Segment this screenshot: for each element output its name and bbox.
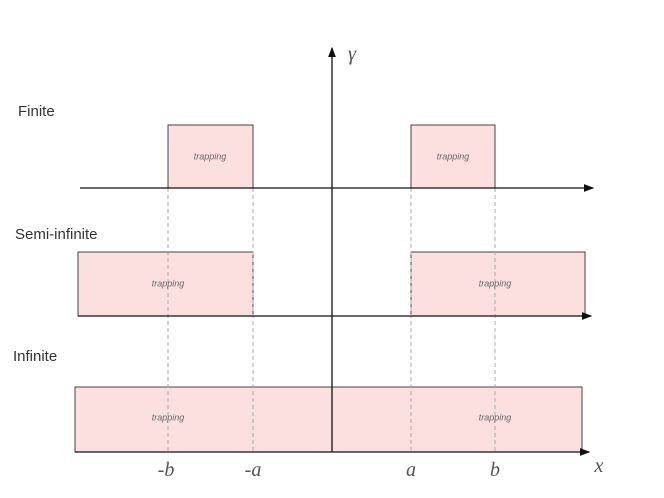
axes	[75, 46, 595, 456]
box-label: trapping	[194, 151, 227, 161]
tick-label: -a	[245, 459, 262, 481]
trap-box	[74, 386, 333, 453]
box-label: trapping	[479, 278, 512, 288]
box-label: trapping	[152, 278, 185, 288]
tick-label: b	[490, 459, 500, 481]
trap-box	[410, 251, 586, 317]
box-label: trapping	[437, 151, 470, 161]
trap-box	[77, 251, 254, 317]
box-label: trapping	[152, 412, 185, 422]
x-axis-label: x	[594, 455, 604, 477]
tick-label: a	[406, 459, 416, 481]
boxes	[74, 124, 586, 453]
row-label: Infinite	[13, 348, 57, 365]
row-label: Finite	[18, 103, 55, 120]
trap-box	[331, 386, 583, 453]
tick-label: -b	[158, 459, 175, 481]
y-axis-label: γ	[348, 43, 357, 65]
trap-box	[410, 124, 496, 189]
trap-box	[167, 124, 254, 189]
box-label: trapping	[479, 412, 512, 422]
row-label: Semi-infinite	[15, 226, 98, 243]
dashed-guides	[167, 188, 496, 452]
